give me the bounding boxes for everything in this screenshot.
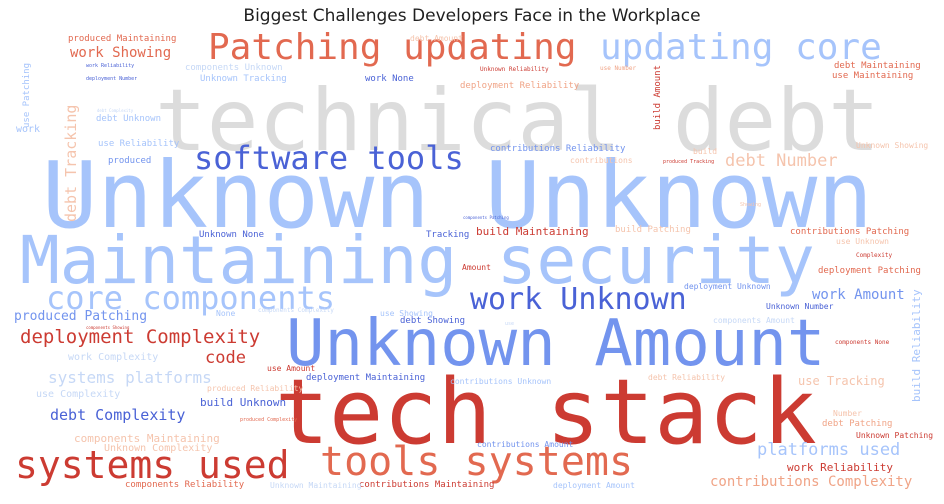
word-work: work <box>16 124 41 135</box>
word-use-showing: use Showing <box>380 309 433 318</box>
word-deployment-unknown: deployment Unknown <box>684 282 771 291</box>
word-debt-patching: debt Patching <box>822 419 893 429</box>
word-complexity: Complexity <box>856 252 893 259</box>
word-deployment-maintaining: deployment Maintaining <box>306 373 426 383</box>
word-systems-platforms: systems platforms <box>48 368 212 387</box>
word-debt-complexity: debt Complexity <box>50 406 186 424</box>
word-components-unknown: components Unknown <box>185 63 283 73</box>
word-components-reliability: components Reliability <box>125 480 245 490</box>
word-components-patching: components Patching <box>463 215 509 220</box>
word-work-showing: work Showing <box>70 45 172 61</box>
word-build: build <box>693 147 718 156</box>
word-maintaining-security: Maintaining security <box>20 222 815 299</box>
word-code: code <box>205 348 246 368</box>
word-debt-maintaining: debt Maintaining <box>834 61 921 71</box>
word-amount: Amount <box>462 263 491 272</box>
word-contributions-amount: contributions Amount <box>477 440 574 449</box>
word-use-number: use Number <box>600 65 637 72</box>
word-use-patching: use Patching <box>22 62 32 128</box>
word-unknown-patching: Unknown Patching <box>856 431 934 440</box>
word-work-reliability: work Reliability <box>787 461 893 474</box>
word-deployment-amount: deployment Amount <box>553 481 635 490</box>
word-unknown-reliability: Unknown Reliability <box>480 66 549 73</box>
word-tech-stack: tech stack <box>275 360 817 465</box>
word-patching-updating: Patching updating <box>208 27 577 68</box>
word-produced-patching: produced Patching <box>14 309 148 324</box>
word-components-showing: components Showing <box>86 325 130 330</box>
word-work-complexity: work Complexity <box>68 352 159 363</box>
word-build-maintaining: build Maintaining <box>476 225 589 238</box>
word-tools-systems: tools systems <box>320 439 634 485</box>
word-contributions-unknown: contributions Unknown <box>450 377 552 386</box>
word-updating-core: updating core <box>600 27 882 68</box>
word-components-amount: components Amount <box>713 316 795 325</box>
word-contributions-maintaining: contributions Maintaining <box>359 480 495 490</box>
word-debt-unknown: debt Unknown <box>96 114 162 124</box>
word-tracking: Tracking <box>426 230 470 240</box>
word-components-none: components None <box>835 339 890 346</box>
word-debt-amount: debt Amount <box>410 34 463 43</box>
word-work-none: work None <box>365 74 414 84</box>
word-use-tracking: use Tracking <box>798 374 885 388</box>
word-none: None <box>216 309 236 318</box>
word-produced-reliability: produced Reliability <box>207 384 304 393</box>
word-deployment-complexity: deployment Complexity <box>20 326 261 348</box>
word-produced-maintaining: produced Maintaining <box>68 34 177 44</box>
word-showing: Showing <box>740 202 762 208</box>
word-work-reliability: work Reliability <box>86 63 135 69</box>
word-debt-complexity: debt Complexity <box>97 108 134 113</box>
word-produced-tracking: produced Tracking <box>663 159 715 165</box>
word-use-reliability: use Reliability <box>98 139 180 149</box>
word-debt-tracking: debt Tracking <box>62 104 80 222</box>
word-work-amount: work Amount <box>812 287 905 303</box>
word-use: use <box>505 321 515 327</box>
word-technical-debt: technical debt <box>155 71 880 171</box>
word-core-components: core components <box>46 279 335 317</box>
word-contributions: contributions <box>570 156 633 165</box>
word-use-unknown: use Unknown <box>836 237 889 246</box>
word-platforms-used: platforms used <box>757 440 901 460</box>
word-build-patching: build Patching <box>615 225 691 235</box>
word-build-amount: build Amount <box>653 64 663 130</box>
cloud-title: Biggest Challenges Developers Face in th… <box>243 6 701 26</box>
word-produced: produced <box>108 156 152 166</box>
word-number: Number <box>833 409 862 418</box>
word-components-maintaining: components Maintaining <box>74 432 220 445</box>
word-contributions-patching: contributions Patching <box>790 227 910 237</box>
word-build-unknown: build Unknown <box>200 396 287 409</box>
word-unknown-showing: Unknown Showing <box>856 141 929 150</box>
word-deployment-patching: deployment Patching <box>818 266 921 276</box>
word-unknown-amount: Unknown Amount <box>286 307 826 381</box>
word-unknown-complexity: Unknown Complexity <box>104 443 213 454</box>
word-debt-reliability: debt Reliability <box>648 373 726 382</box>
word-software-tools: software tools <box>194 139 464 177</box>
word-unknown-tracking: Unknown Tracking <box>200 74 287 84</box>
word-unknown-number: Unknown Number <box>766 302 834 311</box>
word-work-unknown: work Unknown <box>470 282 687 317</box>
word-produced-complexity: produced Complexity <box>240 417 298 423</box>
word-contributions-reliability: contributions Reliability <box>490 144 626 154</box>
word-unknown-maintaining: Unknown Maintaining <box>270 481 362 490</box>
word-debt-number: debt Number <box>725 151 838 171</box>
word-contributions-complexity: contributions Complexity <box>710 474 913 490</box>
word-use-maintaining: use Maintaining <box>832 71 914 81</box>
word-systems-used: systems used <box>15 443 290 487</box>
word-use-complexity: use Complexity <box>36 389 121 400</box>
word-deployment-number: deployment Number <box>86 76 138 82</box>
word-unknown-unknown: Unknown Unknown <box>42 142 873 249</box>
word-unknown-none: Unknown None <box>199 230 265 240</box>
word-use-amount: use Amount <box>267 364 316 373</box>
word-debt-showing: debt Showing <box>400 316 466 326</box>
word-deployment-reliability: deployment Reliability <box>460 81 580 91</box>
word-components-complexity: components Complexity <box>258 307 334 314</box>
word-build-reliability: build Reliability <box>910 289 923 402</box>
